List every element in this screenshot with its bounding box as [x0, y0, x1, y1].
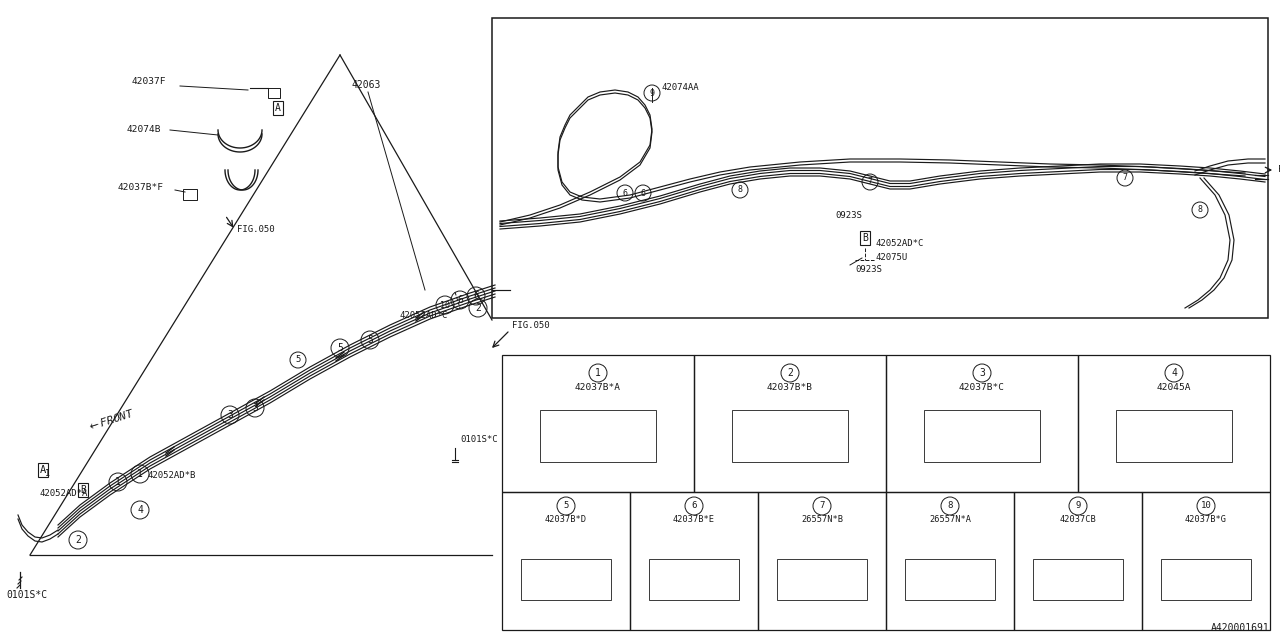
Text: 42037B*E: 42037B*E — [673, 515, 716, 525]
Text: 26557N*A: 26557N*A — [929, 515, 972, 525]
Text: 42074AA: 42074AA — [662, 83, 700, 93]
Text: 1: 1 — [595, 368, 600, 378]
Bar — [924, 410, 1039, 463]
Bar — [1116, 410, 1231, 463]
Bar — [886, 492, 1014, 630]
Text: 42052AD*B: 42052AD*B — [148, 472, 196, 481]
Bar — [905, 559, 995, 600]
Text: 8: 8 — [1198, 205, 1202, 214]
Text: B: B — [81, 485, 86, 495]
Text: 42037B*G: 42037B*G — [1185, 515, 1228, 525]
Bar — [732, 410, 847, 463]
Text: 6: 6 — [474, 291, 479, 301]
Text: 5: 5 — [367, 335, 372, 345]
Bar — [540, 410, 655, 463]
Text: 42075U: 42075U — [876, 253, 908, 262]
Text: 42037CB: 42037CB — [1060, 515, 1097, 525]
Text: 2: 2 — [475, 303, 481, 313]
Bar — [492, 18, 1268, 318]
Text: 6: 6 — [457, 295, 463, 305]
Text: A: A — [275, 103, 280, 113]
Text: $\leftarrow$FRONT: $\leftarrow$FRONT — [84, 406, 136, 433]
Text: 6: 6 — [691, 502, 696, 511]
Text: 3: 3 — [252, 403, 259, 413]
Bar — [649, 559, 739, 600]
Text: 4: 4 — [1171, 368, 1176, 378]
Text: 3: 3 — [979, 368, 984, 378]
Text: 42052AD*A: 42052AD*A — [40, 488, 88, 497]
Bar — [183, 189, 197, 200]
Text: 5: 5 — [296, 355, 301, 365]
Text: 5: 5 — [337, 343, 343, 353]
Text: 0101S*C: 0101S*C — [6, 590, 47, 600]
Text: 42045A: 42045A — [1157, 383, 1192, 392]
Text: 1: 1 — [115, 477, 120, 487]
Bar — [630, 492, 758, 630]
Text: 0923S: 0923S — [855, 266, 882, 275]
Bar — [777, 559, 867, 600]
Text: 8: 8 — [737, 186, 742, 195]
Text: FIG.050: FIG.050 — [512, 321, 549, 330]
Text: 42037B*A: 42037B*A — [575, 383, 621, 392]
Text: 8: 8 — [947, 502, 952, 511]
Text: 10: 10 — [440, 301, 451, 310]
Bar — [502, 492, 630, 630]
Text: 1: 1 — [137, 469, 143, 479]
Text: 5: 5 — [563, 502, 568, 511]
Text: 42052AD*C: 42052AD*C — [399, 310, 448, 319]
Text: 42037B*B: 42037B*B — [767, 383, 813, 392]
Bar — [886, 355, 1078, 492]
Text: 10: 10 — [1201, 502, 1211, 511]
Text: 0923S: 0923S — [835, 211, 861, 220]
Bar — [1078, 355, 1270, 492]
Text: 1: 1 — [45, 468, 50, 477]
Text: 9: 9 — [649, 88, 654, 97]
Text: 7: 7 — [819, 502, 824, 511]
Text: 42037B*D: 42037B*D — [545, 515, 588, 525]
Text: FIG.420-2: FIG.420-2 — [1277, 166, 1280, 175]
Bar — [1161, 559, 1251, 600]
Bar — [758, 492, 886, 630]
Text: 6: 6 — [622, 189, 627, 198]
Text: 42037B*C: 42037B*C — [959, 383, 1005, 392]
Bar — [268, 88, 280, 98]
Bar — [1014, 492, 1142, 630]
Text: 42037F: 42037F — [132, 77, 166, 86]
Text: 6: 6 — [640, 189, 645, 198]
Text: B: B — [861, 233, 868, 243]
Bar — [1033, 559, 1123, 600]
Text: A: A — [40, 465, 46, 475]
Text: 7: 7 — [868, 177, 873, 186]
Text: 42037B*F: 42037B*F — [118, 184, 164, 193]
Bar — [1142, 492, 1270, 630]
Text: A420001691: A420001691 — [1211, 623, 1270, 633]
Text: 42052AD*C: 42052AD*C — [876, 239, 923, 248]
Bar — [502, 355, 694, 492]
Bar — [521, 559, 611, 600]
Text: 9: 9 — [1075, 502, 1080, 511]
Text: 7: 7 — [1123, 173, 1128, 182]
Text: 0101S*C: 0101S*C — [460, 435, 498, 445]
Text: 42074B: 42074B — [127, 125, 161, 134]
Text: 4: 4 — [137, 505, 143, 515]
Text: FIG.050: FIG.050 — [237, 225, 275, 234]
Text: 3: 3 — [227, 410, 233, 420]
Text: 2: 2 — [787, 368, 792, 378]
Text: 42063: 42063 — [352, 80, 381, 90]
Text: 26557N*B: 26557N*B — [801, 515, 844, 525]
Bar — [694, 355, 886, 492]
Text: 2: 2 — [76, 535, 81, 545]
